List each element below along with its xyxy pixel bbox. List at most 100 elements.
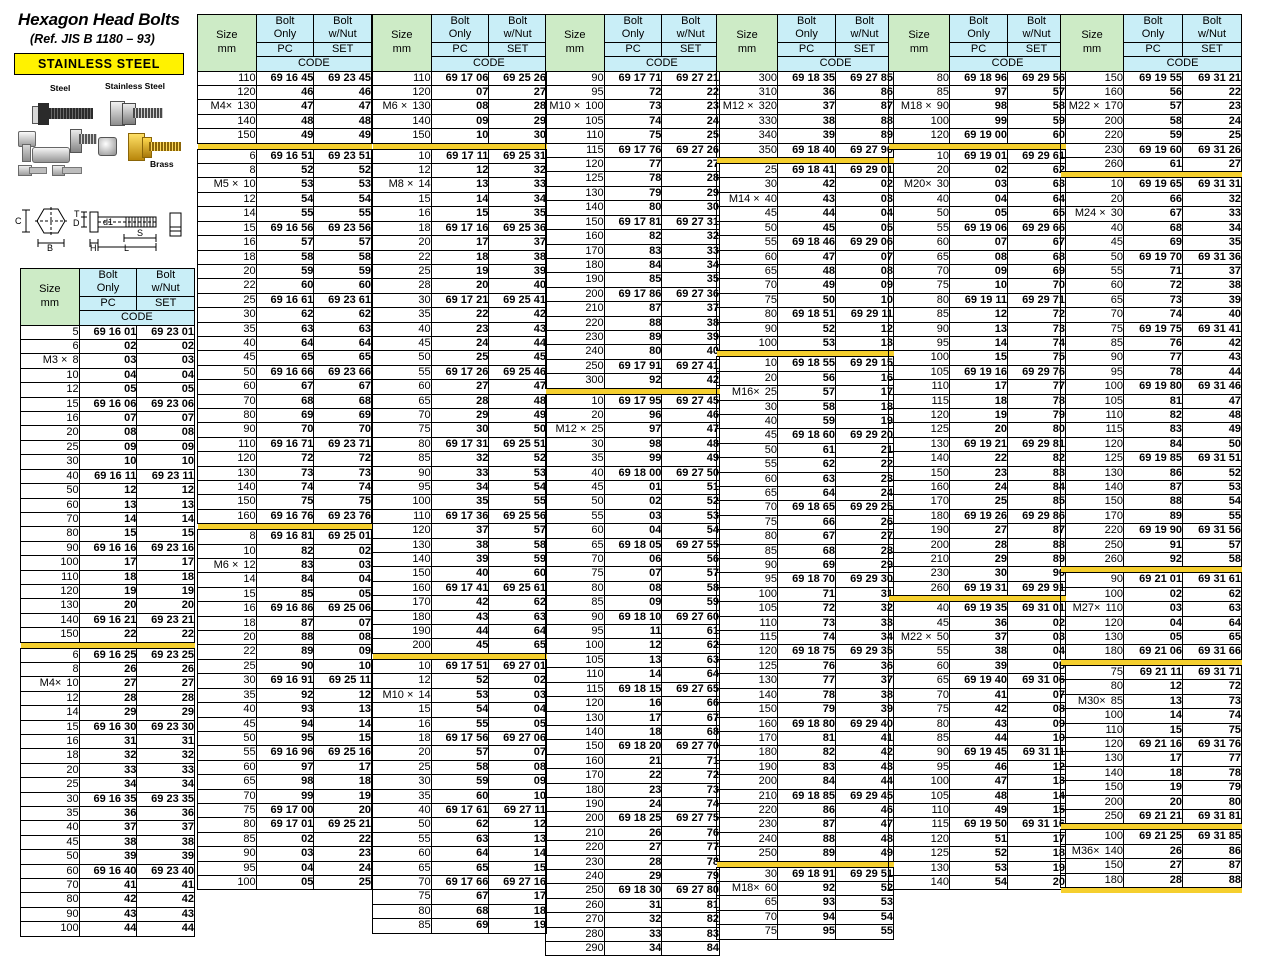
cell-code-bolt-with-nut: 18 — [835, 399, 894, 415]
length-value: 20 — [243, 264, 256, 277]
cell-code-bolt-only: 28 — [949, 537, 1008, 554]
cell-code-bolt-with-nut: 48 — [661, 436, 720, 453]
cell-code-bolt-with-nut: 04 — [1007, 644, 1066, 660]
cell-size: 18 — [372, 220, 432, 237]
length-value: 260 — [585, 898, 604, 911]
cell-code-bolt-only: 33 — [430, 465, 490, 482]
cell-code-bolt-only: 67 — [1123, 206, 1183, 222]
length-value: 130 — [1104, 752, 1124, 765]
cell-size: 25 — [372, 759, 432, 776]
length-value: 120 — [1104, 437, 1124, 450]
cell-code-bolt-with-nut: 10 — [488, 788, 547, 804]
cell-size: 160 — [545, 753, 605, 770]
table-row: 12 52 02 — [372, 673, 547, 689]
cell-code-bolt-with-nut: 49 — [1182, 422, 1242, 438]
cell-size: 230 — [887, 566, 951, 582]
table-row: M36× 140 26 86 — [1059, 843, 1242, 860]
table-row: 100 69 19 80 69 31 46 — [1059, 379, 1242, 395]
cell-code-bolt-with-nut: 08 — [835, 263, 894, 280]
cell-code-bolt-with-nut: 79 — [661, 868, 720, 885]
cell-code-bolt-with-nut: 17 — [488, 889, 547, 905]
cell-code-bolt-with-nut: 72 — [313, 451, 372, 467]
cell-code-bolt-with-nut: 39 — [1182, 292, 1242, 309]
table-row: 70 41 07 — [887, 687, 1066, 704]
table-row: M18 × 90 98 58 — [887, 99, 1066, 115]
cell-code-bolt-only: 53 — [255, 177, 315, 193]
cell-code-bolt-only: 77 — [777, 673, 836, 689]
length-value: 180 — [585, 258, 604, 271]
table-row: 90 52 12 — [715, 321, 894, 337]
thread-size-separator — [888, 595, 1066, 602]
length-value: 6 — [249, 149, 256, 162]
cell-code-bolt-only: 18 — [430, 249, 490, 265]
cell-size: 75 — [715, 292, 779, 309]
cell-size: 100 — [887, 774, 951, 790]
cell-size: 10 — [887, 148, 951, 165]
cell-code-bolt-only: 68 — [777, 543, 836, 560]
cell-size: 20 — [887, 163, 951, 179]
cell-code-bolt-only: 69 19 35 — [949, 601, 1008, 617]
length-value: 210 — [585, 302, 604, 315]
table-row: 60 72 38 — [1059, 278, 1242, 294]
length-value: 60 — [1110, 279, 1124, 292]
cell-code-bolt-with-nut: 54 — [661, 523, 720, 539]
cell-size: 80 — [372, 903, 432, 920]
length-value: 25 — [243, 659, 256, 672]
table-row: 8 69 16 81 69 25 01 — [197, 529, 372, 545]
table-row: 20 02 62 — [887, 163, 1066, 179]
cell-size: 115 — [545, 142, 605, 159]
table-row: 25 69 16 61 69 23 61 — [197, 292, 372, 309]
length-value: 70 — [764, 501, 778, 514]
cell-code-bolt-only: 71 — [1123, 263, 1183, 280]
length-value: 95 — [1110, 365, 1124, 378]
size-header-label: Size — [391, 29, 413, 42]
length-value: 90 — [764, 559, 778, 572]
column-header-pc: PC — [949, 41, 1008, 58]
table-row: 300 92 42 — [545, 373, 720, 389]
cell-size: 75 — [887, 278, 951, 294]
table-row: 16 55 05 — [372, 716, 547, 732]
cell-size: 65 — [715, 485, 779, 502]
cell-code-bolt-with-nut: 13 — [1007, 774, 1066, 790]
table-row: 140 09 29 — [372, 113, 547, 130]
table-row: 75 07 57 — [545, 566, 720, 582]
table-row: 25 90 10 — [197, 658, 372, 675]
cell-code-bolt-only: 43 — [78, 906, 138, 923]
table-row: 300 69 18 35 69 27 85 — [715, 70, 894, 87]
cell-code-bolt-only: 09 — [949, 263, 1008, 280]
cell-code-bolt-only: 82 — [255, 543, 315, 560]
table-row: 220 27 77 — [545, 840, 720, 856]
length-value: 150 — [412, 567, 431, 580]
cell-code-bolt-only: 69 19 75 — [1123, 321, 1183, 337]
cell-code-bolt-with-nut: 43 — [1182, 350, 1242, 366]
table-body: 110 69 16 45 69 23 45 120 46 46 M4× 130 47 47 140… — [197, 70, 372, 891]
length-value: 125 — [585, 172, 604, 185]
thread-designation: M36× — [1071, 844, 1100, 857]
length-value: 50 — [66, 484, 79, 497]
cell-code-bolt-only: 46 — [255, 85, 315, 101]
thread-size-separator — [20, 642, 195, 649]
length-value: 45 — [243, 717, 256, 730]
steel-bolt-shank-icon — [49, 108, 93, 119]
bolt-table: Size mm Bolt Only Bolt w/Nut PC SET CODE 80 69 18 … — [887, 14, 1066, 891]
length-value: 120 — [237, 452, 256, 465]
cell-code-bolt-with-nut: 02 — [136, 339, 195, 355]
cell-code-bolt-only: 64 — [777, 485, 836, 502]
bolt-code-table-1: Size mm Bolt Only Bolt w/Nut PC SET CODE 110 69 16… — [197, 14, 373, 891]
cell-code-bolt-only: 69 19 31 — [949, 580, 1008, 597]
length-value: 110 — [238, 71, 256, 84]
table-row: 45 38 38 — [20, 834, 195, 851]
cell-code-bolt-only: 69 18 65 — [777, 500, 836, 516]
length-value: 120 — [1104, 737, 1124, 750]
column-header-bolt-only: Bolt Only — [1123, 14, 1183, 43]
cell-code-bolt-with-nut: 42 — [1182, 335, 1242, 352]
length-value: 100 — [60, 556, 79, 569]
cell-code-bolt-with-nut: 53 — [835, 895, 894, 911]
table-row: M10 × 100 73 23 — [545, 99, 720, 115]
thread-size-separator — [1060, 887, 1242, 893]
length-value: 120 — [930, 408, 950, 421]
cell-code-bolt-only: 94 — [255, 716, 315, 732]
cell-code-bolt-with-nut: 69 23 66 — [313, 364, 372, 381]
length-value: 170 — [585, 244, 604, 257]
cell-code-bolt-with-nut: 69 31 06 — [1007, 673, 1066, 689]
